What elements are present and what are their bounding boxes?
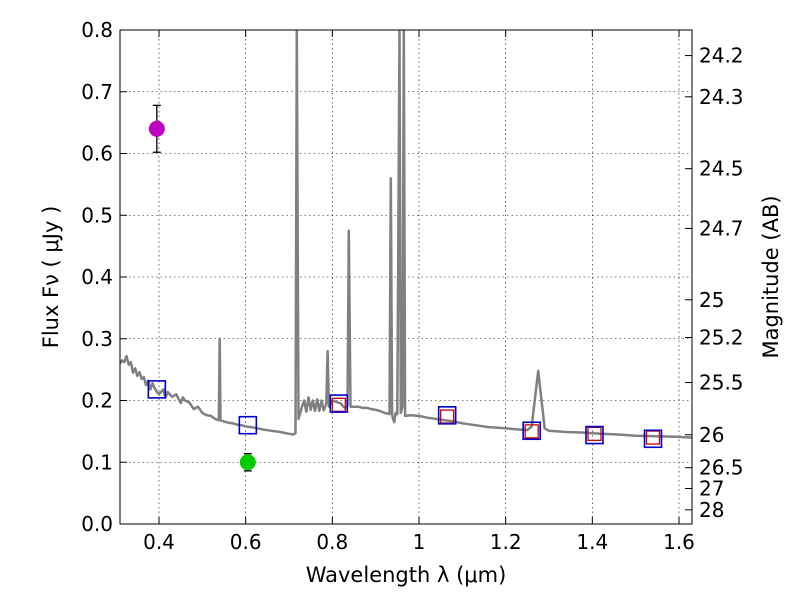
x-tick-label: 1 xyxy=(413,530,426,554)
right-tick-label: 25 xyxy=(699,288,724,312)
x-tick-label: 1.6 xyxy=(663,530,695,554)
grid-lines xyxy=(120,29,692,525)
y-tick-label: 0.3 xyxy=(81,327,113,351)
right-tick-label: 26.5 xyxy=(699,456,744,480)
y-tick-label: 0.2 xyxy=(81,389,113,413)
x-axis-label: Wavelength λ (μm) xyxy=(306,563,507,587)
y-axis-ticks: 0.0 0.1 0.2 0.3 0.4 0.5 0.6 0.7 0.8 xyxy=(81,18,127,536)
x-tick-label: 0.8 xyxy=(316,530,348,554)
right-tick-label: 24.5 xyxy=(699,157,744,181)
right-tick-label: 24.3 xyxy=(699,85,744,109)
y-tick-label: 0.8 xyxy=(81,18,113,42)
x-axis-ticks: 0.4 0.6 0.8 1 1.2 1.4 1.6 xyxy=(143,30,695,554)
blue-square-marker xyxy=(643,429,663,449)
red-square-marker xyxy=(524,424,539,439)
right-tick-label: 24.2 xyxy=(699,44,744,68)
plot-area xyxy=(120,30,692,472)
right-tick-label: 25.2 xyxy=(699,326,744,350)
plot-clip-group xyxy=(120,30,692,472)
right-tick-label: 28 xyxy=(699,498,724,522)
y-tick-label: 0.1 xyxy=(81,450,113,474)
y-tick-label: 0.4 xyxy=(81,265,113,289)
y-axis-label: Flux Fν ( μJy ) xyxy=(39,206,63,349)
right-tick-label: 24.7 xyxy=(699,216,744,240)
right-tick-label: 27 xyxy=(699,476,724,500)
y-tick-label: 0.6 xyxy=(81,142,113,166)
x-tick-label: 0.6 xyxy=(230,530,262,554)
y-tick-label: 0.5 xyxy=(81,203,113,227)
x-tick-label: 1.2 xyxy=(490,530,522,554)
right-tick-label: 25.5 xyxy=(699,371,744,395)
x-tick-label: 1.4 xyxy=(576,530,608,554)
spectrum-line xyxy=(120,30,692,439)
x-tick-label: 0.4 xyxy=(143,530,175,554)
photometry-point xyxy=(148,120,165,137)
photometry-point xyxy=(239,454,256,471)
blue-square-marker xyxy=(147,380,167,399)
blue-square-marker xyxy=(329,394,349,413)
blue-square-marker xyxy=(437,406,457,425)
blue-square-marker xyxy=(238,415,258,435)
right-axis-label: Magnitude (AB) xyxy=(759,195,783,358)
y-tick-label: 0.7 xyxy=(81,80,113,104)
right-tick-label: 26 xyxy=(699,423,724,447)
blue-square-marker xyxy=(585,425,604,445)
y-tick-label: 0.0 xyxy=(81,512,113,536)
blue-square-marker xyxy=(522,421,541,441)
